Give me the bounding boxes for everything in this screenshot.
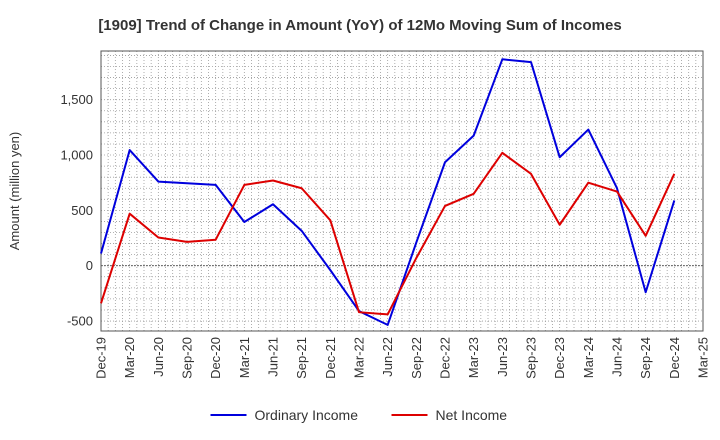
x-tick-label: Mar-21: [237, 337, 252, 378]
x-tick-label: Dec-19: [94, 337, 109, 379]
legend-label-ordinary-income: Ordinary Income: [255, 407, 359, 423]
x-tick-label: Dec-24: [667, 337, 682, 379]
net-income-line: [100, 151, 676, 316]
x-tick-label: Jun-20: [151, 337, 166, 377]
x-tick-label: Mar-20: [122, 337, 137, 378]
x-tick-label: Sep-22: [409, 337, 424, 379]
legend: Ordinary Income Net Income: [210, 407, 508, 423]
x-tick-label: Sep-20: [180, 337, 195, 379]
x-tick-label: Sep-24: [638, 337, 653, 379]
x-tick-label: Mar-24: [581, 337, 596, 378]
x-tick-label: Jun-24: [610, 337, 625, 377]
x-tick-label: Jun-23: [495, 337, 510, 377]
y-tick-label: 1,000: [60, 148, 93, 163]
x-tick-label: Sep-21: [294, 337, 309, 379]
y-tick-label: 500: [71, 203, 93, 218]
y-tick-label: -500: [67, 314, 93, 329]
y-tick-label: 0: [86, 258, 93, 273]
x-tick-label: Dec-20: [208, 337, 223, 379]
x-tick-label: Jun-21: [266, 337, 281, 377]
x-tick-label: Mar-22: [352, 337, 367, 378]
x-tick-label: Sep-23: [524, 337, 539, 379]
legend-label-net-income: Net Income: [436, 407, 508, 423]
y-axis-label: Amount (million yen): [7, 132, 22, 251]
x-tick-label: Mar-23: [466, 337, 481, 378]
y-tick-label: 1,500: [60, 92, 93, 107]
plot-area: -500 0 500 1,000 1,500 Dec-19 Mar-20 Jun-20 Sep-…: [60, 50, 711, 379]
x-tick-label: Jun-22: [380, 337, 395, 377]
x-tick-label: Dec-22: [438, 337, 453, 379]
ordinary-income-line: [100, 58, 676, 326]
chart-title: [1909] Trend of Change in Amount (YoY) o…: [98, 17, 621, 34]
x-tick-label: Mar-25: [696, 337, 711, 378]
x-tick-label: Dec-23: [552, 337, 567, 379]
plot-border: [100, 50, 704, 332]
x-tick-label: Dec-21: [323, 337, 338, 379]
